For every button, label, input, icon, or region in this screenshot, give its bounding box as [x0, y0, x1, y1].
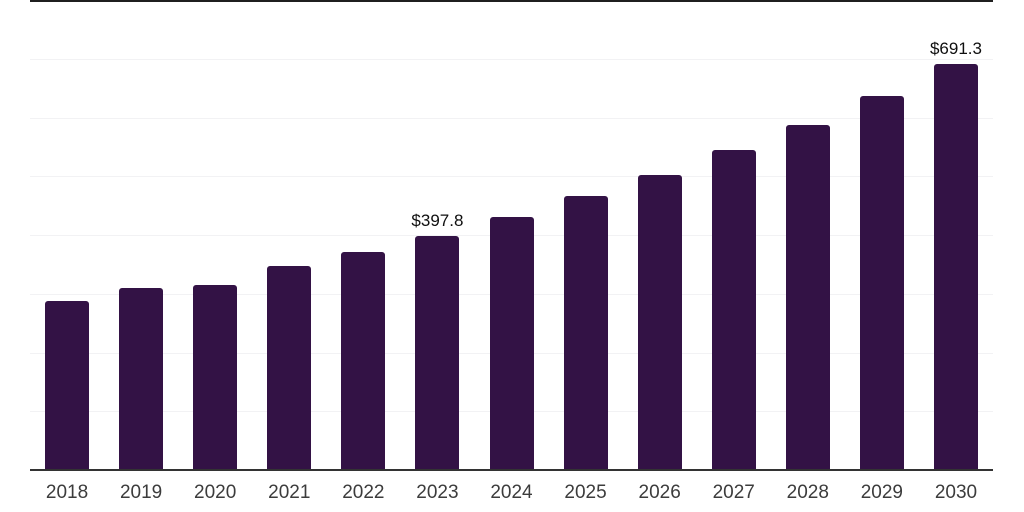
x-tick-2019: 2019	[119, 482, 163, 503]
x-tick-2020: 2020	[194, 482, 237, 503]
bar-2020	[193, 284, 238, 470]
data-label-2023: $397.8	[411, 211, 464, 231]
bar-2030	[933, 63, 978, 470]
bar-2018	[45, 301, 90, 470]
bar-2026	[637, 175, 682, 470]
gridline-700	[30, 58, 993, 60]
x-tick-2029: 2029	[860, 482, 904, 503]
bar-2024	[489, 217, 534, 470]
x-tick-2030: 2030	[934, 482, 978, 503]
bar-2029	[859, 96, 904, 470]
x-tick-2018: 2018	[45, 482, 89, 503]
x-tick-2022: 2022	[342, 482, 385, 503]
x-tick-2028: 2028	[786, 482, 829, 503]
x-tick-2024: 2024	[490, 482, 533, 503]
bar-2028	[785, 125, 830, 470]
bar-2022	[341, 252, 386, 470]
bar-2023	[415, 236, 460, 470]
gridline-500	[30, 176, 993, 178]
x-axis-line	[30, 469, 993, 471]
bar-2025	[563, 196, 608, 470]
bar-2021	[267, 266, 312, 470]
bar-2027	[711, 150, 756, 470]
x-tick-2025: 2025	[564, 482, 607, 503]
x-tick-2026: 2026	[638, 482, 681, 503]
bar-2019	[119, 288, 164, 470]
plot-top-border	[30, 0, 993, 2]
x-tick-2027: 2027	[712, 482, 755, 503]
x-tick-2023: 2023	[416, 482, 459, 503]
x-tick-2021: 2021	[268, 482, 311, 503]
data-label-2030: $691.3	[929, 38, 982, 58]
gridline-600	[30, 117, 993, 119]
